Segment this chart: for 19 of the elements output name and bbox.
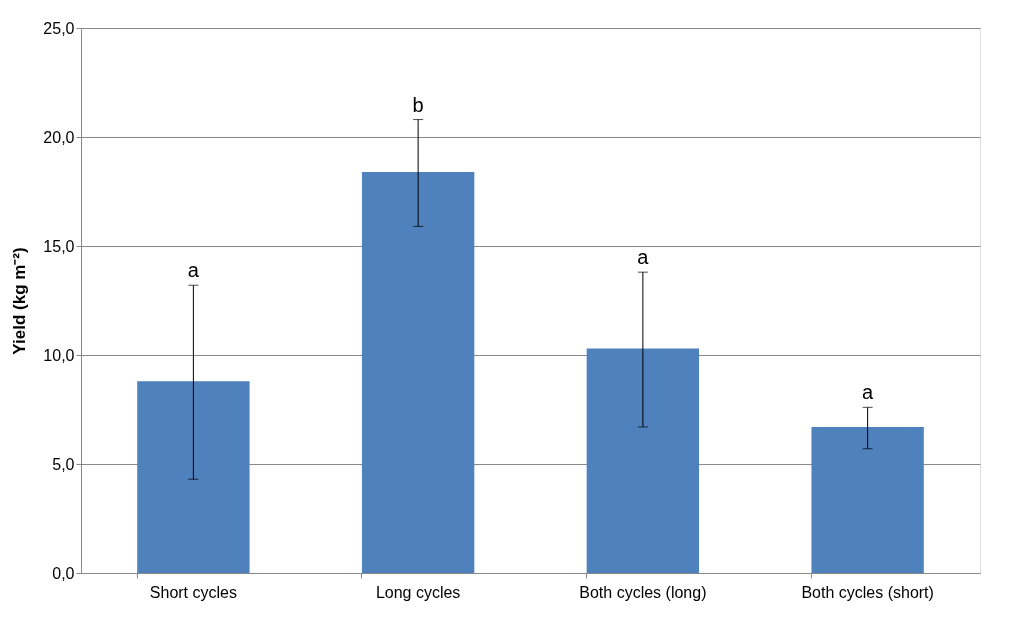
annotation: a: [862, 381, 875, 404]
bar: [586, 348, 700, 573]
annotation: a: [637, 246, 650, 269]
annotation: a: [187, 259, 200, 282]
bar: [137, 381, 250, 573]
x-tick-label: Both cycles (long): [579, 583, 707, 601]
annotation: b: [412, 93, 424, 116]
y-tick-label: 0,0: [52, 564, 75, 582]
x-tick-label: Long cycles: [375, 583, 461, 601]
y-axis-title: Yield (kg m⁻²): [10, 247, 30, 355]
y-tick-label: 15,0: [43, 237, 75, 255]
x-tick-label: Both cycles (short): [801, 583, 934, 601]
bar: [361, 171, 475, 573]
y-tick-label: 10,0: [43, 346, 75, 364]
y-tick-label: 25,0: [43, 19, 75, 37]
y-tick-label: 5,0: [52, 455, 75, 473]
x-tick-label: Short cycles: [149, 583, 237, 601]
y-tick-label: 20,0: [43, 128, 75, 146]
bar: [811, 426, 924, 573]
